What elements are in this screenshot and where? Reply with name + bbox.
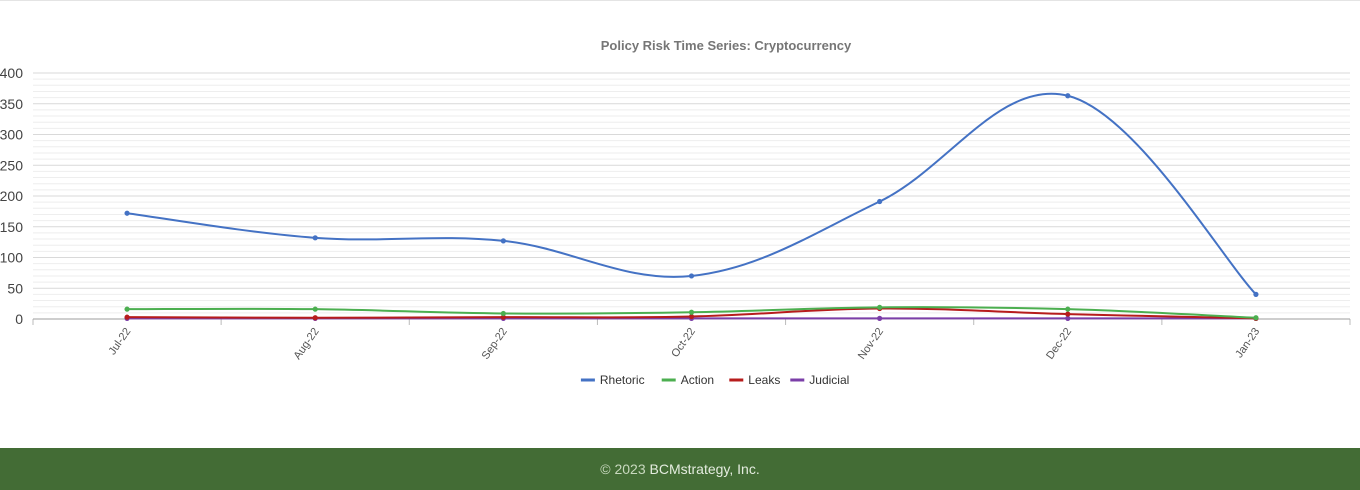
data-point-judicial (877, 315, 883, 321)
y-tick-label: 200 (0, 188, 23, 204)
card-spacer (0, 421, 1360, 448)
data-point-rhetoric (1065, 93, 1071, 99)
y-tick-label: 350 (0, 96, 23, 112)
copyright-symbol: © (600, 461, 611, 477)
x-tick-label: Nov-22 (856, 326, 886, 362)
data-point-action (124, 306, 130, 312)
x-tick-label: Jan-23 (1233, 326, 1262, 360)
x-tick-label: Jul-22 (107, 326, 134, 357)
y-tick-label: 250 (0, 157, 23, 173)
footer: © 2023 BCMstrategy, Inc. (0, 448, 1360, 490)
data-point-leaks (688, 313, 695, 320)
data-point-rhetoric (877, 198, 883, 205)
data-point-rhetoric (688, 273, 695, 279)
footer-copyright: © 2023 BCMstrategy, Inc. (600, 461, 759, 477)
series-lines (124, 92, 1259, 321)
y-tick-label: 100 (0, 250, 23, 266)
x-tick-label: Aug-22 (291, 326, 321, 362)
y-tick-label: 300 (0, 127, 23, 143)
copyright-year: 2023 (614, 461, 646, 477)
data-point-action (500, 310, 506, 317)
data-point-action (312, 306, 318, 312)
data-point-rhetoric (312, 235, 318, 241)
x-tick-label: Sep-22 (480, 326, 510, 362)
series-line-rhetoric (126, 92, 1257, 296)
chart-card: Policy Risk Time Series: Cryptocurrency … (0, 0, 1360, 421)
data-point-judicial (1065, 315, 1071, 321)
y-tick-label: 50 (7, 280, 23, 296)
x-tick-label: Dec-22 (1044, 326, 1074, 362)
legend-label-rhetoric: Rhetoric (600, 373, 645, 387)
data-point-rhetoric (124, 210, 130, 216)
company-name: BCMstrategy, Inc. (649, 461, 760, 477)
grid-lines (33, 72, 1350, 320)
data-point-action (877, 304, 883, 310)
chart-title: Policy Risk Time Series: Cryptocurrency (601, 38, 852, 53)
data-point-rhetoric (1253, 291, 1259, 297)
line-chart: Policy Risk Time Series: Cryptocurrency … (0, 38, 1351, 387)
data-point-action (688, 309, 695, 315)
y-tick-label: 0 (15, 311, 23, 327)
legend-label-action: Action (681, 373, 714, 387)
legend-label-judicial: Judicial (809, 373, 849, 387)
data-point-action (1253, 315, 1259, 321)
data-point-leaks (312, 315, 318, 321)
data-point-action (1065, 306, 1071, 312)
data-point-leaks (500, 314, 506, 320)
y-tick-label: 150 (0, 219, 23, 235)
data-point-leaks (1065, 311, 1071, 317)
data-point-rhetoric (500, 238, 506, 244)
legend: Rhetoric Action Leaks Judicial (580, 373, 849, 387)
y-tick-label: 400 (0, 65, 23, 81)
data-point-leaks (124, 314, 130, 320)
legend-label-leaks: Leaks (748, 373, 780, 387)
x-tick-label: Oct-22 (669, 326, 698, 360)
